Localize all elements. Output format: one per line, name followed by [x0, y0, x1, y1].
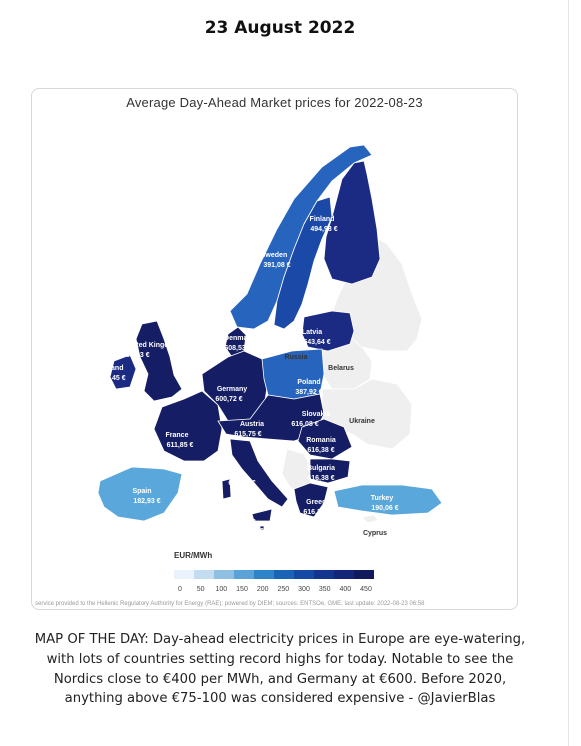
label-uk-name: United Kingdom [125, 342, 179, 349]
legend-swatch [174, 570, 194, 579]
label-slovakia-price: 616,08 € [291, 421, 318, 428]
country-malta [259, 525, 265, 531]
label-italy-price: 603,23 € [228, 480, 255, 487]
label-cyprus: Cyprus [363, 530, 387, 537]
legend-tick-label: 450 [360, 586, 372, 593]
map-card: Norway 324,02 € Finland 494,98 € Sweden … [31, 88, 518, 610]
label-france-price: 611,85 € [167, 442, 194, 449]
legend-swatch [254, 570, 274, 579]
label-germany-name: Germany [217, 386, 247, 393]
country-cyprus [361, 514, 379, 524]
page-title: 23 August 2022 [204, 18, 356, 38]
label-malta-price: 591,67 € [236, 528, 263, 535]
legend-title: EUR/MWh [174, 551, 213, 560]
country-spain [97, 466, 183, 522]
country-norway [229, 144, 373, 330]
label-denmark-name: Denmark [224, 335, 254, 342]
label-bulgaria-name: Bulgaria [307, 465, 335, 472]
page-edge-rule [568, 0, 569, 746]
country-turkey [333, 484, 443, 516]
country-finland [323, 160, 381, 285]
label-latvia-name: Latvia [302, 329, 322, 336]
label-ireland-name: Ireland [101, 365, 124, 372]
label-russia: Russia [285, 354, 308, 361]
legend-color-scale [174, 570, 374, 579]
label-uk-price: 696,23 € [122, 352, 149, 359]
label-sweden-price: 391,08 € [263, 262, 290, 269]
label-greece-price: 616,38 € [303, 509, 330, 516]
label-bulgaria-price: 616,38 € [307, 475, 334, 482]
caption: MAP OF THE DAY: Day-ahead electricity pr… [0, 630, 560, 709]
country-ireland [109, 354, 137, 390]
map-credits: service provided to the Hellenic Regulat… [35, 601, 425, 607]
legend-tick-label: 400 [339, 586, 352, 593]
label-malta-name: Malta [238, 518, 256, 525]
country-italy [229, 438, 289, 508]
europe-price-map: Norway 324,02 € Finland 494,98 € Sweden … [97, 144, 443, 537]
label-belarus: Belarus [328, 365, 354, 372]
country-belarus [321, 336, 373, 390]
label-greece-name: Greece [306, 499, 330, 506]
legend-swatch [354, 570, 374, 579]
country-italy-sardinia [221, 478, 232, 500]
legend-tick-label: 250 [277, 586, 290, 593]
country-united-kingdom [135, 320, 183, 402]
legend-tick-label: 350 [318, 586, 331, 593]
legend-swatch [314, 570, 334, 579]
caption-line: with lots of countries setting record hi… [46, 651, 514, 667]
label-austria-price: 615,75 € [234, 431, 261, 438]
legend-swatch [334, 570, 354, 579]
country-greece [293, 482, 329, 518]
label-italy-name: Italy [227, 470, 241, 477]
label-france-name: France [166, 432, 189, 439]
label-finland-name: Finland [310, 216, 335, 223]
country-italy-sicily [251, 508, 273, 522]
map-title: Average Day-Ahead Market prices for 2022… [126, 95, 423, 110]
legend-tick-label: 300 [298, 586, 310, 593]
legend-swatch [294, 570, 314, 579]
caption-line: anything above €75-100 was considered ex… [64, 691, 496, 707]
label-turkey-price: 190,06 € [371, 505, 398, 512]
label-germany-price: 600,72 € [215, 396, 242, 403]
legend-tick-label: 150 [236, 586, 248, 593]
legend-tick-label: 100 [215, 586, 228, 593]
label-spain-price: 182,93 € [133, 498, 160, 505]
legend-swatch [194, 570, 214, 579]
label-poland-price: 387,92 € [295, 389, 322, 396]
label-turkey-name: Turkey [371, 495, 394, 502]
label-sweden-name: Sweden [261, 252, 287, 259]
legend-ticks: 0 50 100 150 200 250 300 350 400 450 [174, 586, 374, 596]
label-romania-name: Romania [306, 437, 336, 444]
country-france [153, 390, 223, 462]
label-spain-name: Spain [132, 488, 151, 495]
country-latvia [301, 310, 355, 352]
country-romania [297, 418, 353, 460]
legend-tick-label: 50 [196, 586, 205, 593]
label-norway-price: 324,02 € [233, 227, 260, 234]
caption-line: Nordics close to €400 per MWh, and Germa… [53, 671, 507, 687]
legend-swatch [214, 570, 234, 579]
legend-tick-label: 0 [178, 586, 182, 593]
label-finland-price: 494,98 € [310, 226, 337, 233]
label-ukraine: Ukraine [349, 418, 375, 425]
label-austria-name: Austria [240, 421, 264, 428]
label-romania-price: 616,38 € [307, 447, 334, 454]
label-slovakia-name: Slovakia [302, 411, 331, 418]
label-poland-name: Poland [297, 379, 320, 386]
legend-tick-label: 200 [256, 586, 269, 593]
label-denmark-price: 608,53 € [224, 345, 251, 352]
country-bulgaria [309, 458, 351, 484]
label-norway-name: Norway [234, 217, 259, 224]
label-ireland-price: 508,45 € [98, 375, 125, 382]
label-latvia-price: 543,64 € [303, 339, 330, 346]
legend-swatch [234, 570, 254, 579]
country-labels: Norway 324,02 € Finland 494,98 € Sweden … [98, 216, 398, 537]
caption-line: MAP OF THE DAY: Day-ahead electricity pr… [34, 632, 526, 647]
country-sweden [273, 196, 333, 330]
legend-swatch [274, 570, 294, 579]
